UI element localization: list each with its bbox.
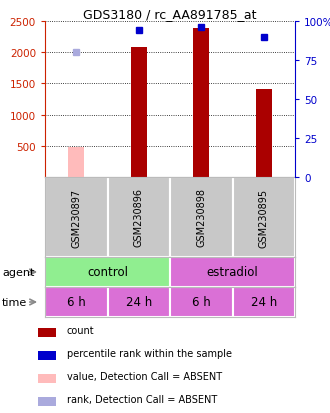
Bar bbox=[38, 397, 56, 406]
Text: GSM230898: GSM230898 bbox=[196, 188, 206, 247]
Bar bbox=[170, 178, 233, 257]
Bar bbox=[38, 351, 56, 360]
Text: 6 h: 6 h bbox=[192, 296, 211, 309]
Text: percentile rank within the sample: percentile rank within the sample bbox=[67, 349, 232, 358]
Text: estradiol: estradiol bbox=[207, 266, 258, 279]
Text: GSM230897: GSM230897 bbox=[71, 188, 81, 247]
Bar bbox=[233, 287, 295, 317]
Bar bbox=[170, 257, 295, 287]
Bar bbox=[193, 29, 209, 178]
Text: 24 h: 24 h bbox=[250, 296, 277, 309]
Title: GDS3180 / rc_AA891785_at: GDS3180 / rc_AA891785_at bbox=[83, 8, 257, 21]
Bar bbox=[38, 328, 56, 337]
Bar bbox=[45, 287, 108, 317]
Bar bbox=[68, 148, 84, 178]
Bar bbox=[45, 178, 108, 257]
Bar bbox=[38, 374, 56, 383]
Text: 6 h: 6 h bbox=[67, 296, 85, 309]
Bar bbox=[108, 178, 170, 257]
Text: 24 h: 24 h bbox=[126, 296, 152, 309]
Text: control: control bbox=[87, 266, 128, 279]
Bar bbox=[131, 48, 147, 178]
Text: agent: agent bbox=[2, 267, 34, 277]
Text: GSM230896: GSM230896 bbox=[134, 188, 144, 247]
Bar bbox=[45, 257, 170, 287]
Text: GSM230895: GSM230895 bbox=[259, 188, 269, 247]
Bar bbox=[256, 90, 272, 178]
Text: count: count bbox=[67, 326, 94, 336]
Text: rank, Detection Call = ABSENT: rank, Detection Call = ABSENT bbox=[67, 394, 217, 404]
Bar bbox=[170, 287, 233, 317]
Text: value, Detection Call = ABSENT: value, Detection Call = ABSENT bbox=[67, 372, 222, 382]
Bar bbox=[233, 178, 295, 257]
Bar bbox=[108, 287, 170, 317]
Text: time: time bbox=[2, 297, 27, 307]
